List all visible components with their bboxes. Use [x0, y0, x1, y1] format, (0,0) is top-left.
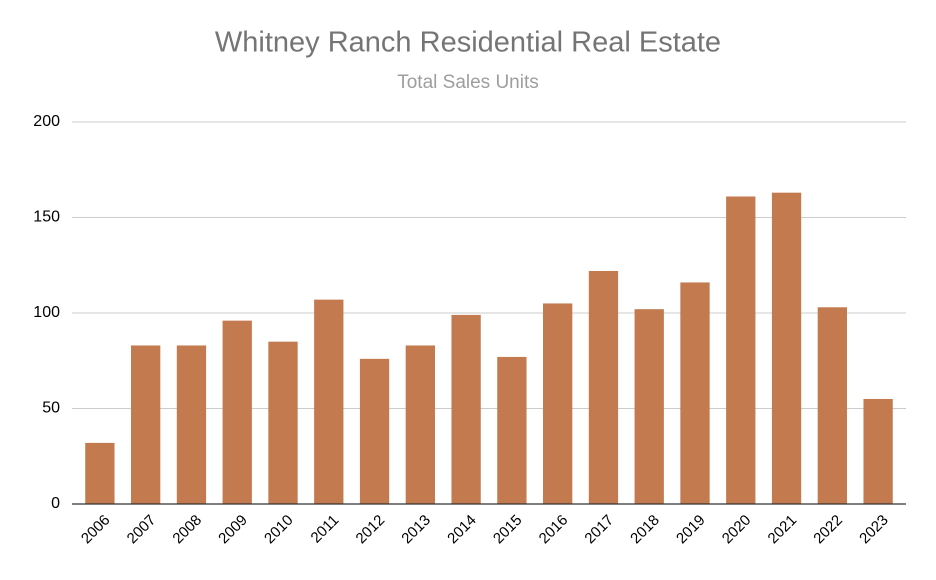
y-tick-label: 100	[33, 304, 60, 321]
x-tick-label: 2023	[856, 512, 892, 548]
bar	[588, 270, 619, 504]
bar	[85, 442, 115, 504]
x-tick-label: 2014	[444, 512, 480, 548]
bar	[176, 345, 207, 504]
bar	[222, 320, 252, 504]
x-tick-label: 2017	[581, 512, 617, 548]
bar	[268, 341, 298, 504]
bar	[680, 282, 710, 504]
y-tick-label: 150	[33, 209, 60, 226]
bar	[634, 309, 664, 504]
x-tick-label: 2006	[78, 512, 114, 548]
bar	[314, 299, 344, 504]
bar	[817, 307, 847, 504]
x-tick-label: 2011	[308, 512, 343, 547]
x-tick-label: 2012	[353, 512, 389, 548]
bar	[726, 196, 756, 505]
x-tick-label: 2016	[536, 512, 572, 548]
x-tick-label: 2008	[169, 512, 205, 548]
x-tick-label: 2018	[627, 512, 663, 548]
x-tick-label: 2022	[810, 512, 846, 548]
bar	[359, 358, 390, 504]
bar	[771, 192, 802, 505]
x-tick-label: 2021	[765, 512, 801, 548]
x-tick-label: 2009	[215, 512, 251, 548]
y-tick-label: 50	[42, 400, 60, 417]
bar	[405, 345, 435, 504]
chart-subtitle: Total Sales Units	[397, 72, 539, 93]
bar	[863, 398, 893, 504]
x-tick-label: 2013	[398, 512, 434, 548]
bar	[497, 356, 527, 504]
bar	[131, 345, 161, 504]
y-tick-label: 200	[33, 113, 60, 130]
bar	[543, 303, 573, 504]
y-tick-label: 0	[51, 495, 60, 512]
x-tick-label: 2007	[124, 512, 160, 548]
x-tick-label: 2010	[261, 512, 297, 548]
chart-title: Whitney Ranch Residential Real Estate	[215, 27, 721, 59]
x-tick-label: 2015	[490, 512, 526, 548]
x-tick-label: 2019	[673, 512, 709, 548]
bar	[451, 314, 481, 504]
x-tick-label: 2020	[719, 512, 755, 548]
